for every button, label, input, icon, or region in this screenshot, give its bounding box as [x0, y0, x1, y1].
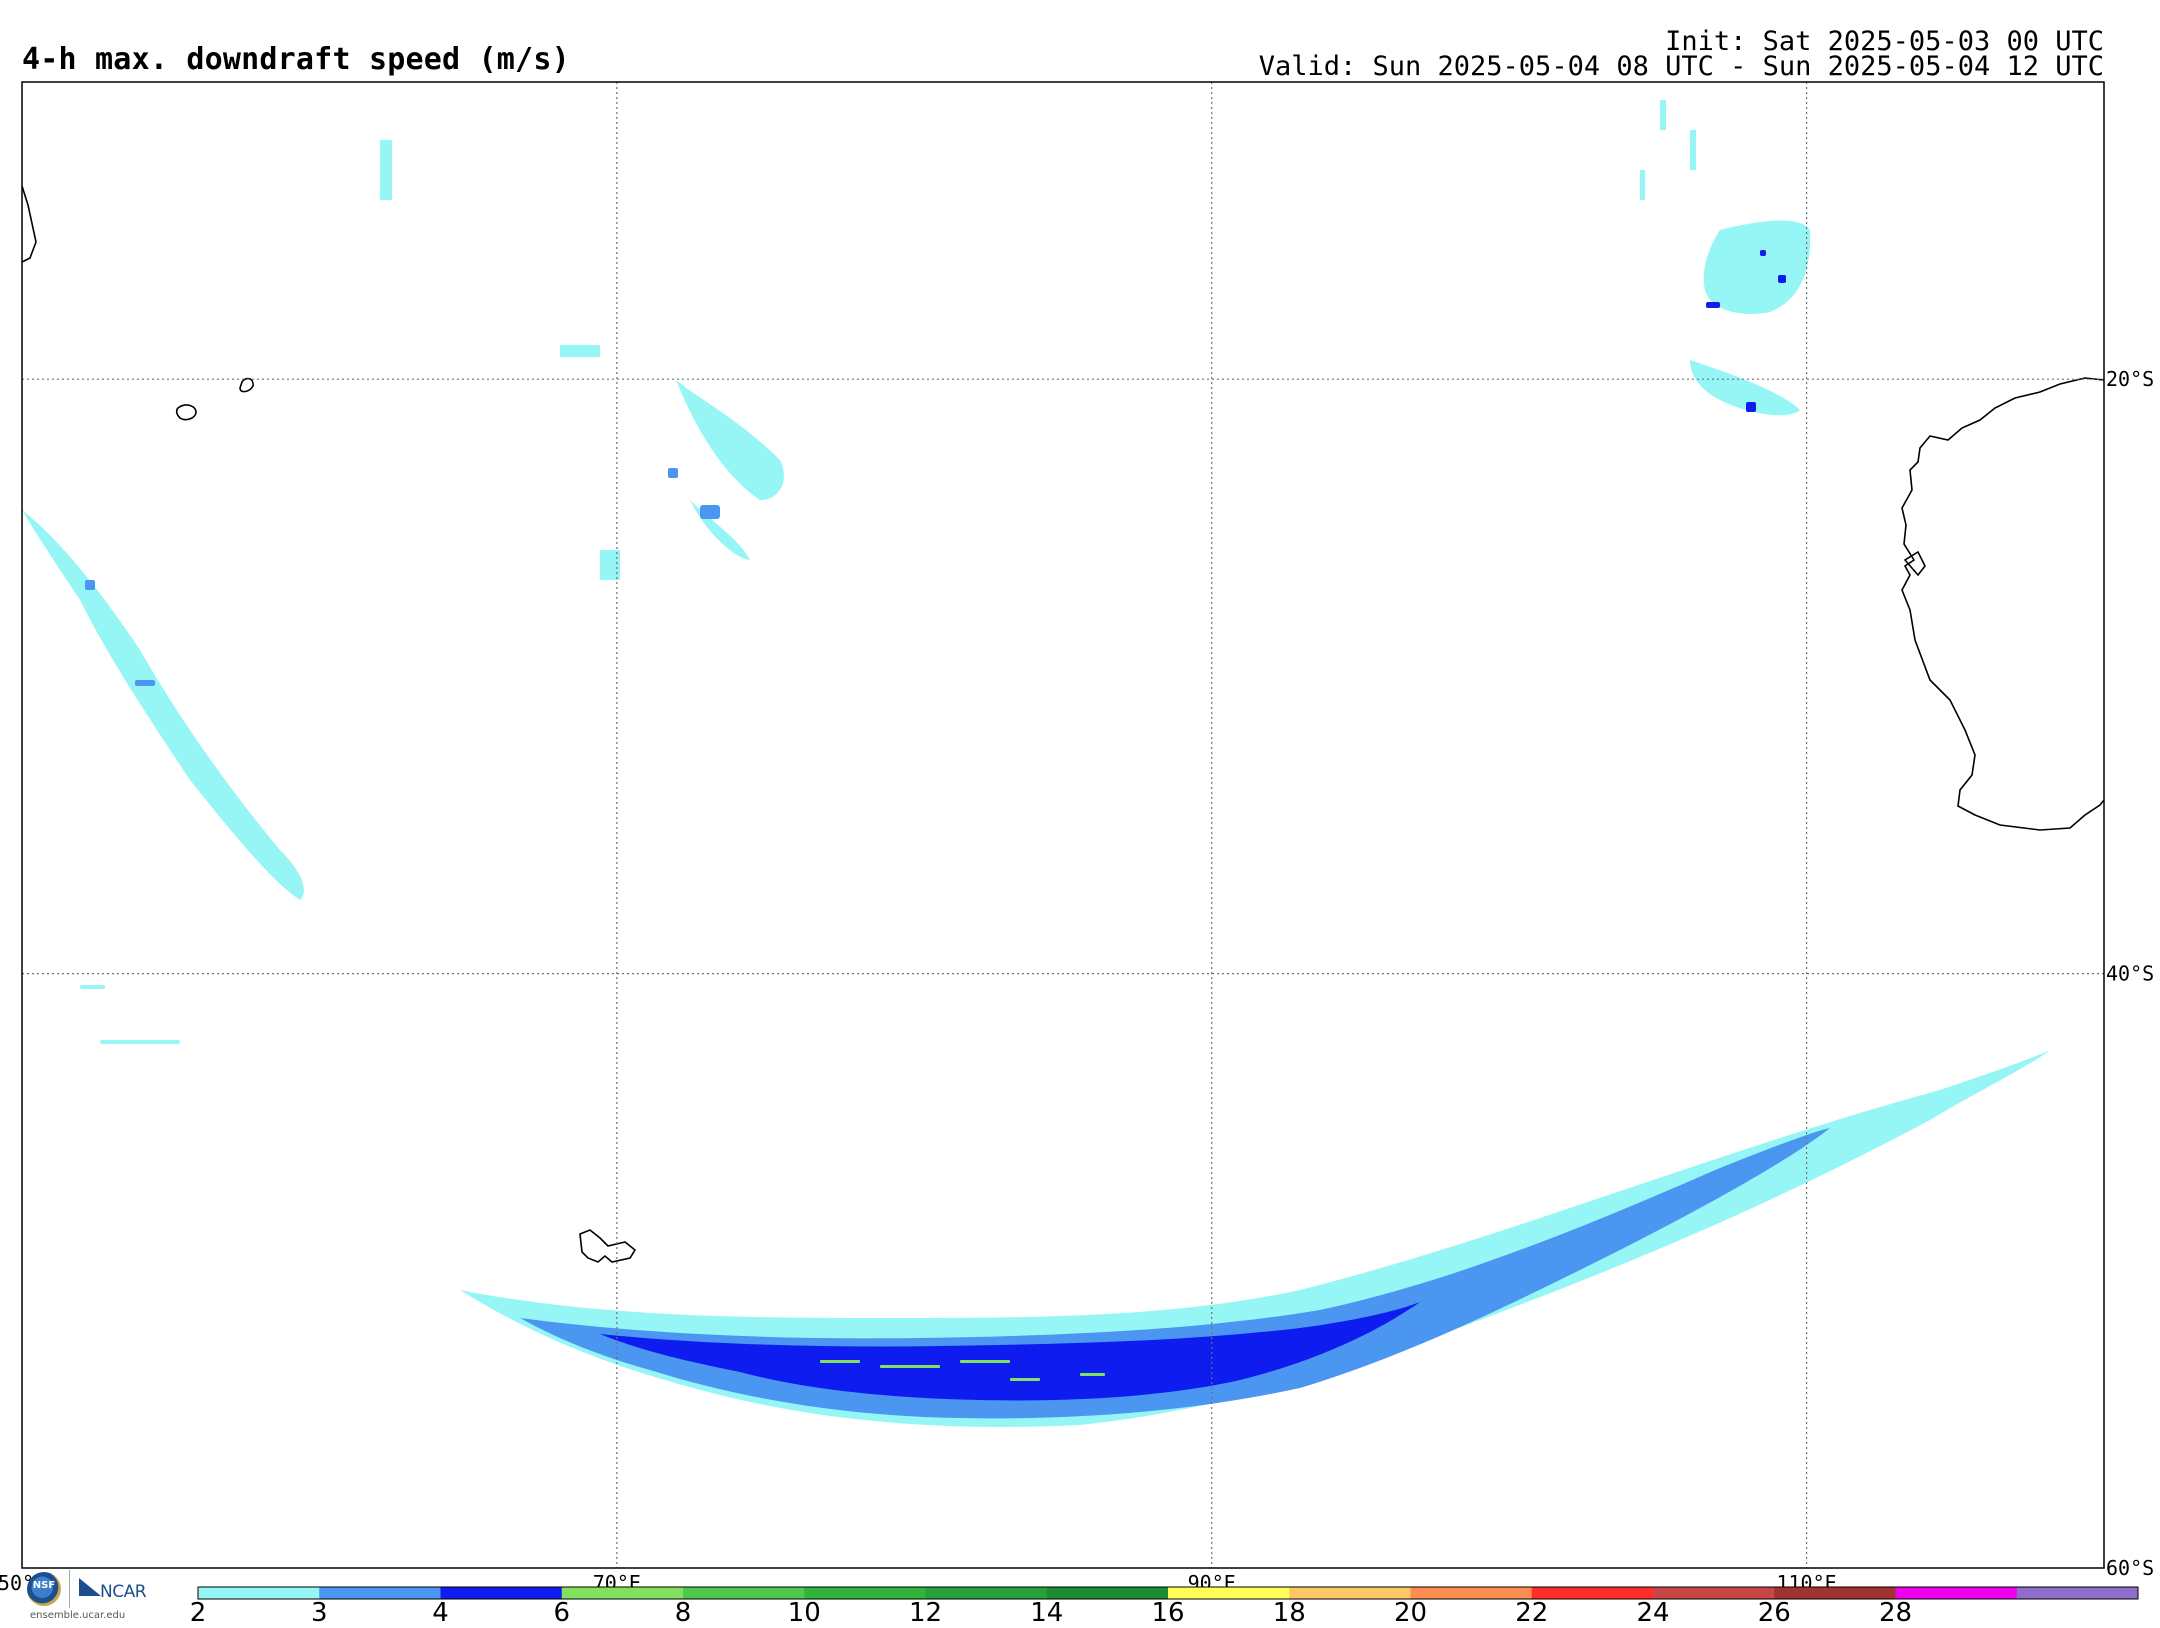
- madagascar-coast: [21, 185, 37, 263]
- colorbar-swatch: [440, 1587, 563, 1599]
- colorbar-swatch: [2016, 1587, 2139, 1599]
- colorbar-tick-label: 8: [674, 1598, 692, 1628]
- band-level-3: [520, 1128, 1830, 1419]
- time-info: Init: Sat 2025-05-03 00 UTC Valid: Sun 2…: [1258, 26, 2104, 82]
- colorbar-swatch: [1046, 1587, 1169, 1599]
- mauritius-island: [239, 377, 254, 393]
- colorbar-swatch: [1895, 1587, 2018, 1599]
- colorbar-swatch: [1531, 1587, 1654, 1599]
- colorbar-tick-label: 28: [1878, 1598, 1913, 1628]
- colorbar-swatch: [804, 1587, 926, 1599]
- ne-cells-level-4: [1706, 250, 1786, 412]
- downdraft-field: [22, 100, 2050, 1427]
- colorbar-tick-label: 2: [189, 1598, 207, 1628]
- valid-time: Valid: Sun 2025-05-04 08 UTC - Sun 2025-…: [1258, 51, 2104, 82]
- nsf-seal-icon: [27, 1572, 61, 1606]
- ncar-wordmark: NCAR: [100, 1582, 147, 1602]
- map-title: 4-h max. downdraft speed (m/s): [22, 42, 570, 77]
- map-frame: [21, 81, 2105, 1569]
- graticule: [22, 82, 2104, 1568]
- colorbar-tick-label: 20: [1393, 1598, 1428, 1628]
- colorbar-swatch: [1168, 1587, 1290, 1599]
- colorbar-swatch: [319, 1587, 441, 1599]
- kerguelen-islands: [579, 1229, 637, 1263]
- ncar-mark-icon: [79, 1578, 101, 1596]
- ncar-logo: NSF NCAR ensemble.ucar.edu: [24, 1566, 164, 1624]
- latitude-label: 60°S: [2106, 1556, 2154, 1580]
- colorbar-tick-label: 4: [432, 1598, 449, 1628]
- colorbar-swatch: [561, 1587, 684, 1599]
- colorbar-tick-label: 24: [1636, 1598, 1670, 1628]
- latitude-label: 40°S: [2106, 962, 2154, 986]
- init-time: Init: Sat 2025-05-03 00 UTC: [1665, 26, 2104, 57]
- colorbar-swatch: [925, 1587, 1048, 1599]
- colorbar-tick-label: 6: [553, 1598, 571, 1628]
- colorbar-tick-label: 22: [1515, 1598, 1549, 1628]
- colorbar-tick-label: 26: [1757, 1598, 1791, 1628]
- west-cells-level-2: [22, 140, 784, 1044]
- band-level-6: [820, 1360, 1105, 1381]
- colorbar-tick-label: 3: [310, 1598, 328, 1628]
- colorbar-swatch: [1774, 1587, 1896, 1599]
- colorbar-swatch: [1289, 1587, 1411, 1599]
- colorbar-tick-label: 16: [1151, 1598, 1185, 1628]
- colorbar-tick-label: 12: [908, 1598, 943, 1628]
- australia-coast: [1901, 377, 2105, 831]
- band-level-4: [600, 1302, 1420, 1401]
- colorbar-swatch: [1653, 1587, 1775, 1599]
- colorbar-frame: [197, 1586, 2139, 1600]
- colorbar-swatch: [198, 1587, 320, 1599]
- colorbar-swatch: [683, 1587, 805, 1599]
- colorbar-tick-label: 18: [1272, 1598, 1306, 1628]
- colorbar-tick-labels: 2 3 4 6 8 10 12 14 16 18 20 22 24 26 28: [0, 1598, 2160, 1628]
- site-url: ensemble.ucar.edu: [30, 1610, 126, 1621]
- nsf-seal-text: NSF: [32, 1580, 56, 1591]
- colorbar: [197, 1586, 2139, 1600]
- colorbar-tick-label: 14: [1030, 1598, 1064, 1628]
- latitude-labels: 20°S 40°S 60°S: [2106, 367, 2154, 1580]
- colorbar-swatch: [1410, 1587, 1533, 1599]
- reunion-island: [175, 404, 197, 421]
- coastlines: [21, 185, 2105, 1263]
- latitude-label: 20°S: [2106, 367, 2154, 391]
- west-cells-level-3: [85, 468, 720, 686]
- band-level-2: [460, 1050, 2050, 1427]
- logo-divider: [69, 1570, 70, 1608]
- colorbar-tick-label: 10: [787, 1598, 821, 1628]
- ne-cells-level-2: [1640, 100, 1811, 416]
- australia-bay: [1903, 550, 1926, 577]
